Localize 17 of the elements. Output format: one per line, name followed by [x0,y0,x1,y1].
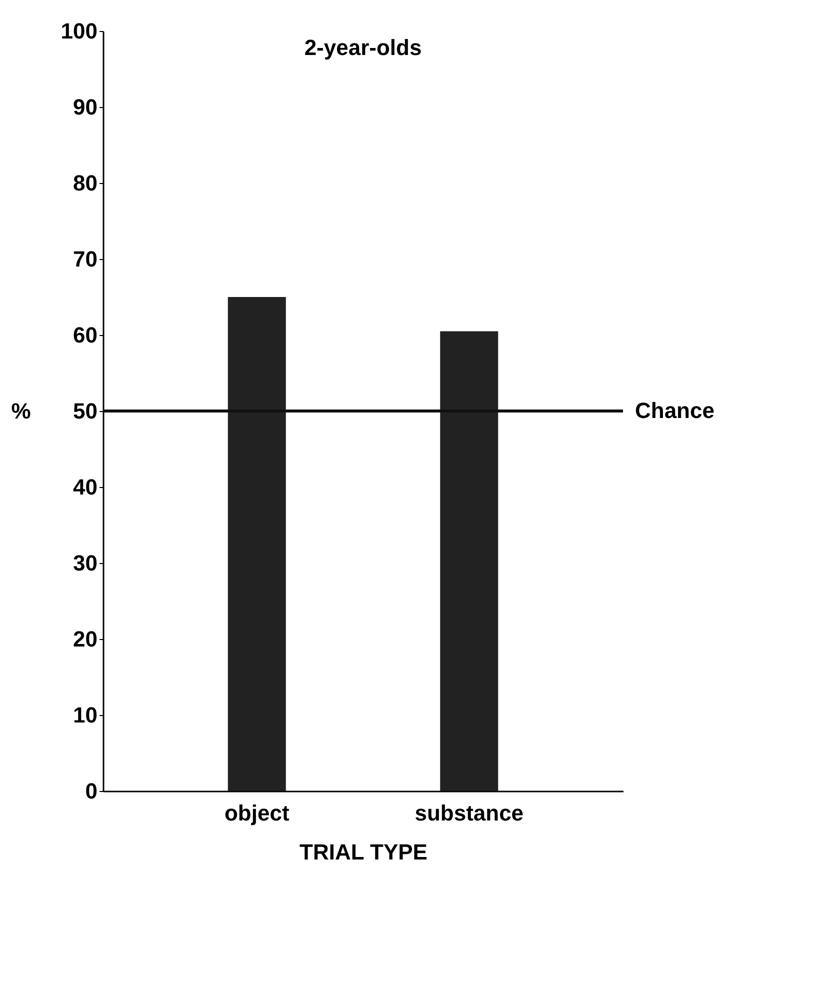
y-tick-label: 100 [60,18,98,44]
ref-line-label: Chance [635,398,714,423]
y-axis-title: % [11,398,31,424]
y-tick-label: 60 [73,322,98,348]
y-tick-label: 50 [73,398,98,424]
y-tick-label: 20 [73,626,98,652]
y-tick-label: 90 [73,94,98,120]
y-tick-label: 30 [73,550,98,576]
y-tick-label: 80 [73,170,98,196]
y-tick-label: 40 [73,474,98,500]
chart-title: 2-year-olds [304,35,422,60]
x-tick-label: substance [414,800,524,826]
x-tick-label: object [224,800,290,826]
x-axis-title: TRIAL TYPE [300,840,428,864]
y-tick-label: 0 [85,778,98,804]
y-tick-label: 10 [73,702,98,728]
y-tick-label: 70 [73,246,98,272]
